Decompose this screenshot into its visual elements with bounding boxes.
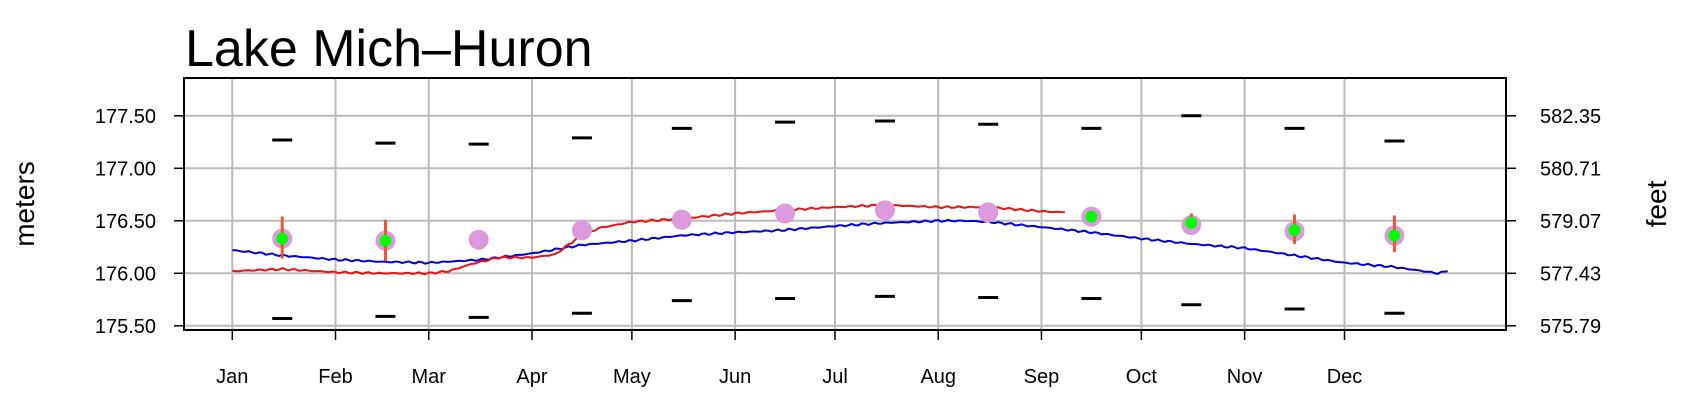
y-tick-label-right: 579.07 [1540, 211, 1601, 233]
y-tick-label-right: 577.43 [1540, 263, 1601, 285]
chart-title: Lake Mich–Huron [185, 20, 593, 78]
x-tick-label: Aug [920, 366, 956, 388]
y-tick-label-right: 580.71 [1540, 158, 1601, 180]
average-point [978, 202, 999, 223]
x-tick-label: Sep [1024, 366, 1060, 388]
x-tick-label: Feb [318, 366, 352, 388]
axes: Jan Feb Mar Apr May Jun Jul Aug Sep Oct Nov Dec 175.… [95, 106, 1601, 388]
x-tick-label: Dec [1327, 366, 1363, 388]
series-line [232, 203, 1065, 276]
y-tick-label-right: 575.79 [1540, 316, 1601, 338]
x-tick-label: Nov [1227, 366, 1263, 388]
y-tick-label-left: 177.00 [95, 158, 156, 180]
x-tick-label: Apr [516, 366, 547, 388]
y-tick-label-right: 582.35 [1540, 106, 1601, 128]
forecast-point [379, 234, 392, 247]
y-axis-label-left: meters [9, 161, 40, 247]
y-tick-label-left: 175.50 [95, 316, 156, 338]
x-tick-label: Jul [822, 366, 848, 388]
average-point [874, 200, 895, 221]
x-tick-label: Oct [1126, 366, 1158, 388]
forecast-point [1288, 224, 1301, 237]
forecast-point [276, 232, 289, 245]
y-tick-label-left: 176.00 [95, 263, 156, 285]
average-point [571, 220, 592, 241]
monthly-marks [272, 114, 1405, 320]
forecast-point [1085, 210, 1098, 223]
plot-frame [183, 77, 1507, 331]
average-point [775, 203, 796, 224]
average-point [671, 209, 692, 230]
x-tick-label: May [613, 366, 651, 388]
forecast-point [1388, 229, 1401, 242]
forecast-point [1185, 216, 1198, 229]
y-axis-label-right: feet [1641, 180, 1672, 227]
x-tick-label: Jan [216, 366, 248, 388]
grid [184, 78, 1506, 330]
x-tick-label: Mar [412, 366, 447, 388]
average-point [468, 229, 489, 250]
series-lines [232, 203, 1448, 276]
series-line [232, 218, 1448, 275]
y-tick-label-left: 176.50 [95, 211, 156, 233]
y-tick-label-left: 177.50 [95, 106, 156, 128]
x-tick-label: Jun [719, 366, 751, 388]
